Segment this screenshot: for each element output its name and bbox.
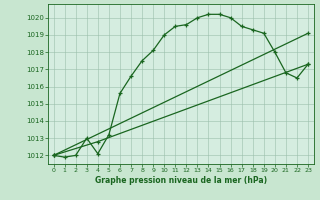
X-axis label: Graphe pression niveau de la mer (hPa): Graphe pression niveau de la mer (hPa) [95, 176, 267, 185]
